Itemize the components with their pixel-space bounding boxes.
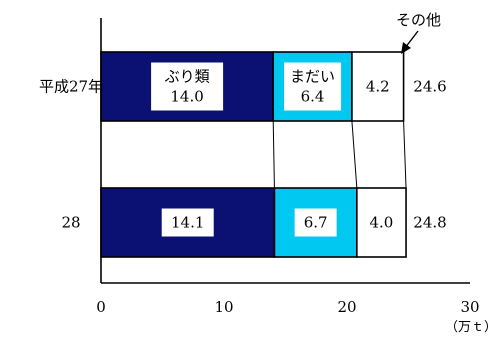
data-label: 6.4 [301,88,325,106]
connector-lines [272,120,407,189]
callout-label: その他 [396,11,441,29]
data-label: 4.0 [370,214,394,232]
x-unit-label: （万ｔ） [445,320,491,335]
data-label-box [151,62,224,111]
connector-line [272,120,275,189]
x-tick-label: 10 [214,298,233,316]
x-tick-label: 20 [337,298,356,316]
data-label: 4.2 [366,78,390,96]
connector-line [403,120,407,189]
data-label: ぶり類 [165,68,210,86]
x-tick-label: 30 [460,298,479,316]
x-tick-labels: 0 10 20 30 [96,298,479,316]
data-label: まだい [290,68,335,86]
data-label-box [294,208,337,237]
data-label: 14.0 [170,88,203,106]
category-labels: 平成27年 28 [39,78,103,232]
data-label-box [161,208,214,237]
data-label: 14.1 [171,214,204,232]
data-label-box [356,72,399,101]
total-label: 24.8 [413,214,446,232]
connector-line [351,120,358,189]
data-label: 6.7 [304,214,328,232]
category-label: 平成27年 [39,78,103,96]
category-label: 28 [61,214,80,232]
x-tick-label: 0 [96,298,106,316]
data-label-box [284,62,342,111]
total-label: 24.6 [413,78,446,96]
segment-labels: ぶり類 14.0 まだい 6.4 4.2 14.1 6.7 4.0 [151,62,403,237]
data-label-box [360,208,403,237]
total-labels: 24.6 24.8 [413,78,446,232]
callout-arrow [401,30,419,54]
